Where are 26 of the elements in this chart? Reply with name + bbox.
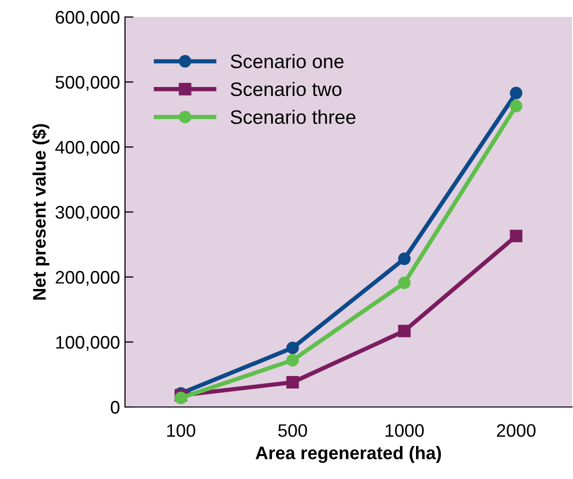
x-axis-title: Area regenerated (ha): [256, 446, 441, 463]
legend-label: Scenario one: [230, 54, 344, 68]
point: [398, 276, 411, 290]
y-tick-label: 600,000: [56, 10, 120, 26]
x-tick-label: 500: [278, 424, 307, 437]
point: [174, 392, 188, 404]
y-tick-label: 500,000: [56, 76, 120, 91]
point: [286, 342, 299, 354]
point: [398, 324, 411, 338]
x-tick-label: 1000: [386, 424, 424, 437]
point: [510, 86, 522, 100]
x-tick-label: 100: [167, 424, 196, 437]
point: [286, 376, 299, 389]
y-tick-label: 200,000: [56, 270, 120, 286]
point: [398, 252, 411, 266]
legend-label: Scenario two: [230, 82, 342, 96]
legend-label: Scenario three: [230, 110, 356, 124]
y-tick-label: 400,000: [55, 140, 120, 156]
x-tick-label: 2000: [496, 424, 536, 437]
point: [286, 354, 299, 366]
y-tick-label: 300,000: [56, 206, 120, 221]
point: [510, 100, 522, 112]
y-tick-label: 100,000: [56, 336, 120, 351]
y-tick-label: 0: [110, 400, 120, 414]
y-axis-title: Net present value ($): [32, 124, 50, 300]
point: [510, 230, 522, 242]
